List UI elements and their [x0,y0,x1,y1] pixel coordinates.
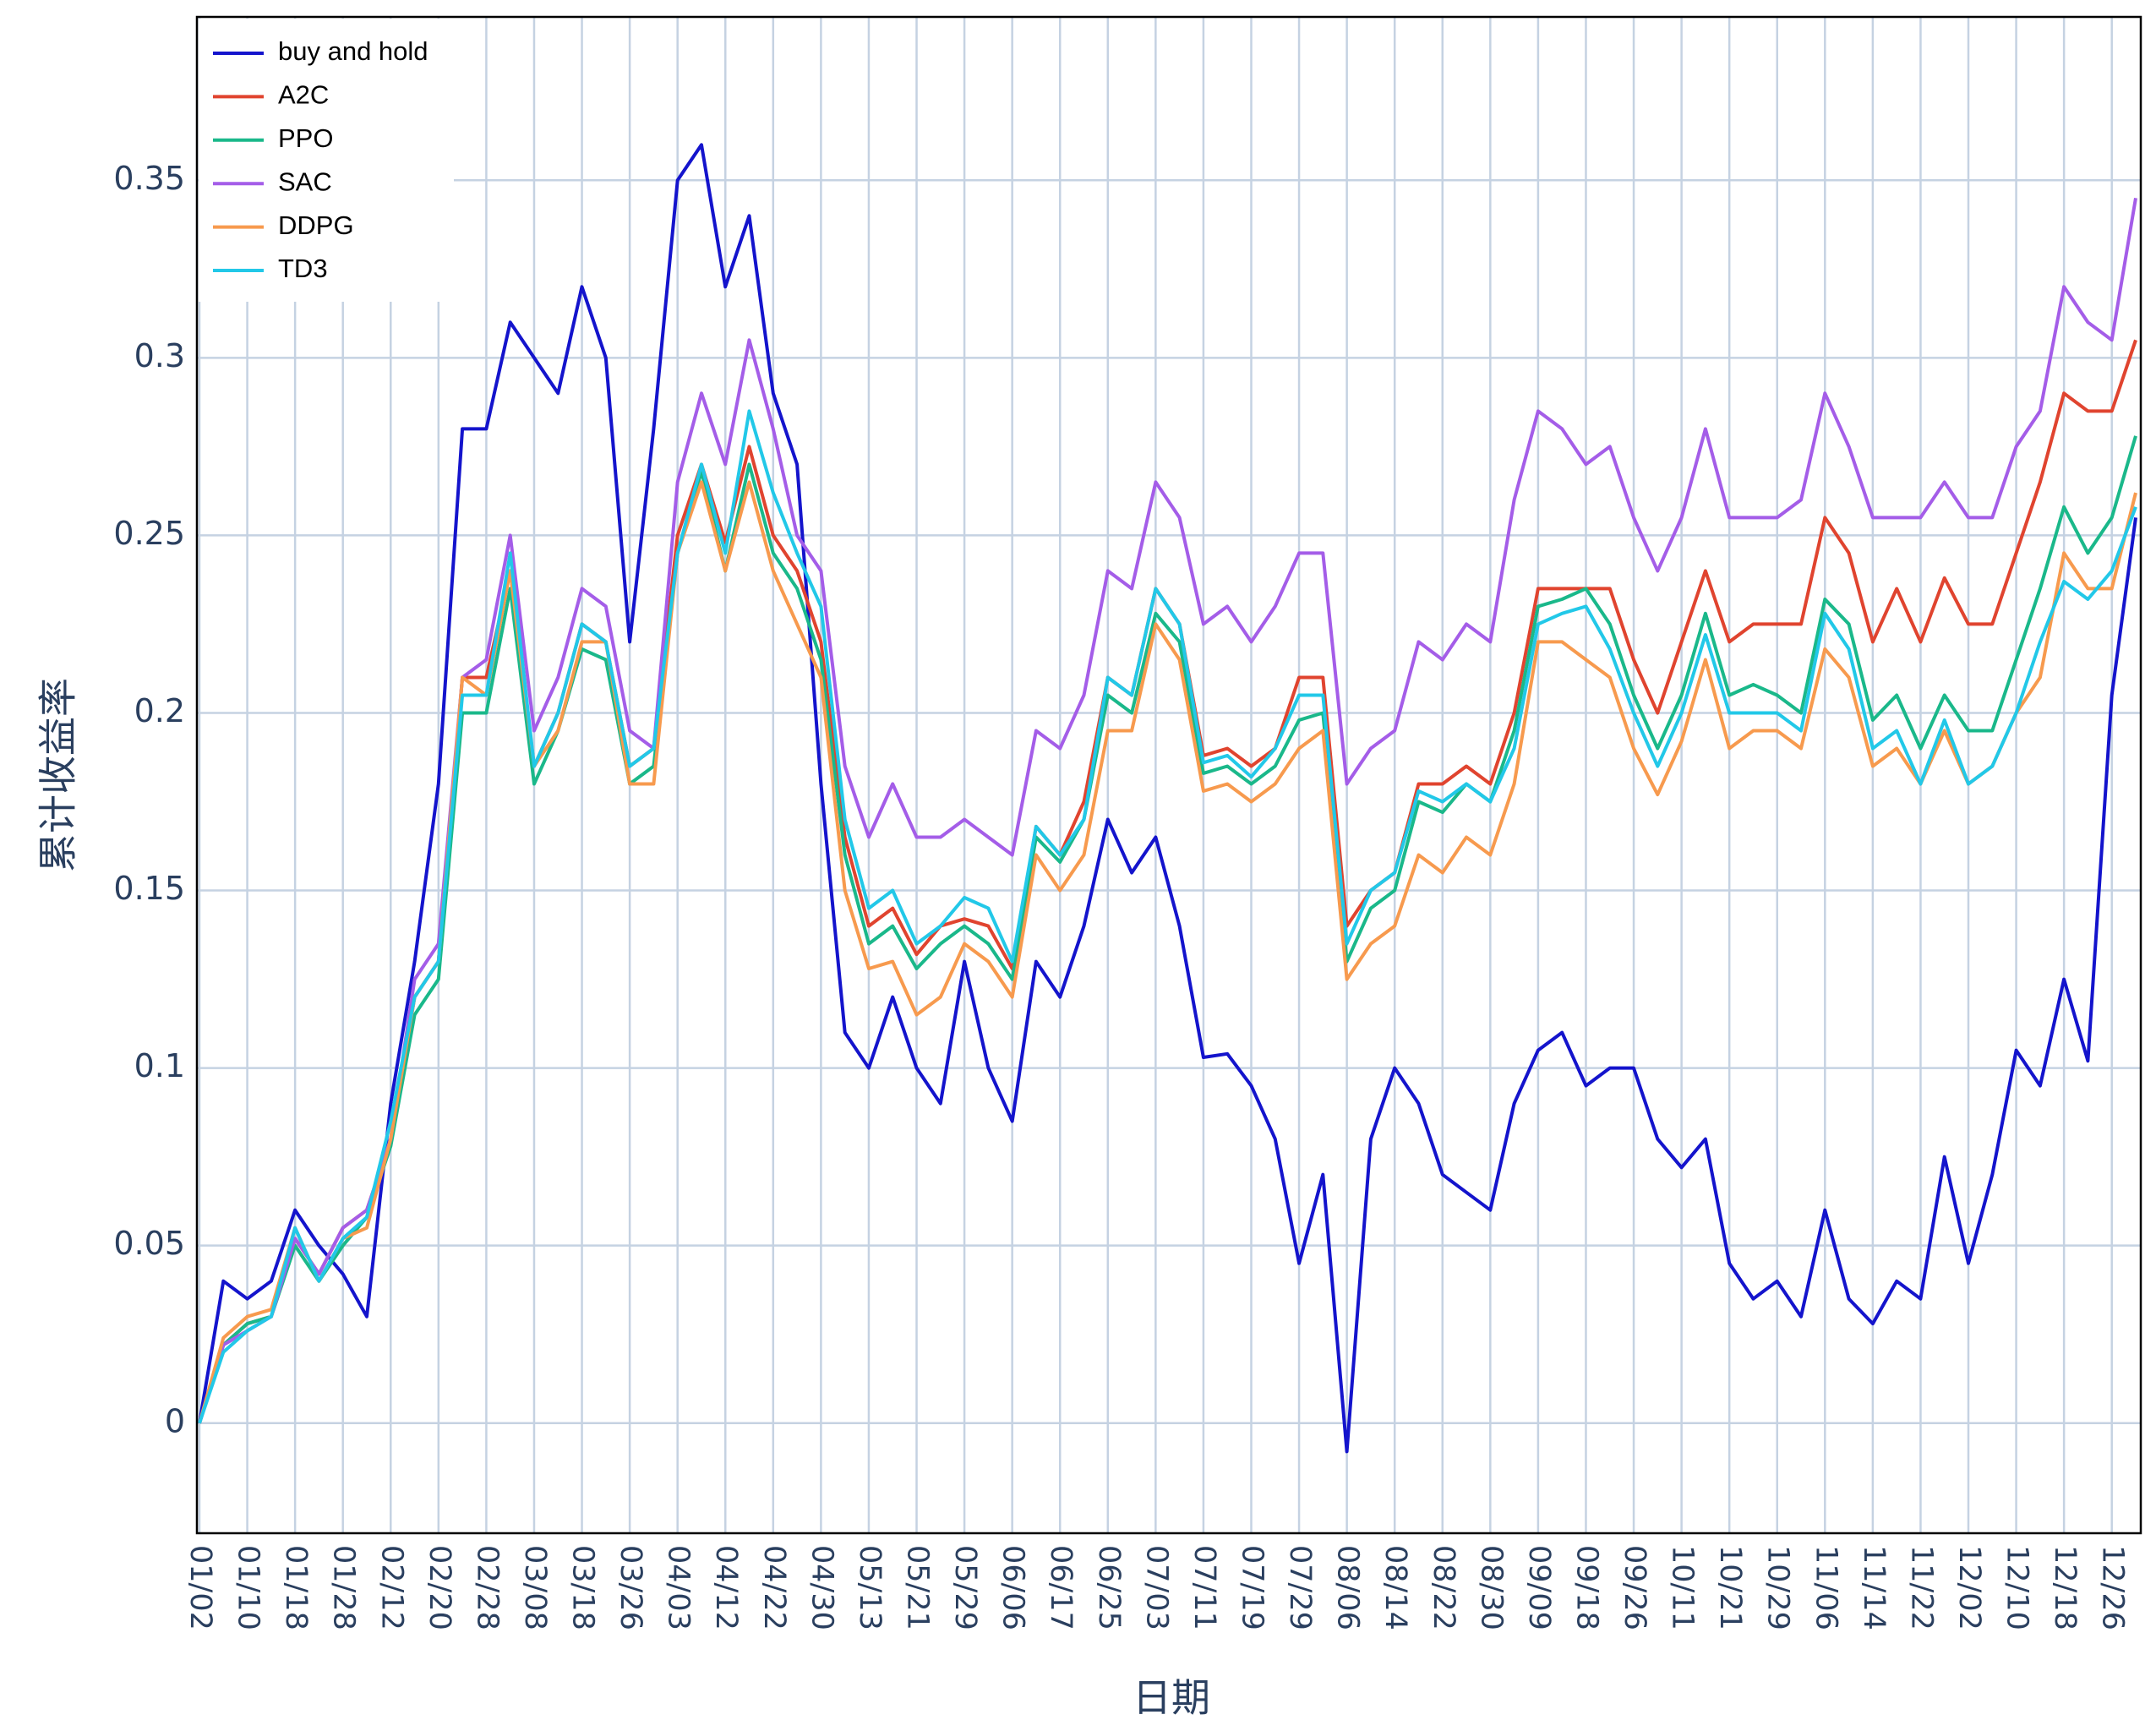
x-tick-label: 02/20 [423,1545,456,1630]
x-tick-label: 03/26 [614,1545,647,1630]
legend-label: A2C [278,80,329,110]
legend-label: SAC [278,167,332,196]
x-tick-label: 05/29 [948,1545,982,1630]
plot-frame [195,15,2142,1535]
x-tick-label: 01/02 [183,1545,217,1630]
x-tick-label: 11/22 [1904,1545,1938,1630]
x-tick-label: 11/06 [1809,1545,1842,1630]
y-tick-label: 0.25 [113,515,185,552]
x-tick-label: 12/02 [1952,1545,1986,1630]
x-tick-label: 12/26 [2096,1545,2130,1630]
x-tick-label: 04/03 [662,1545,696,1630]
x-tick-label: 07/29 [1283,1545,1317,1630]
x-tick-label: 04/30 [805,1545,838,1630]
x-tick-label: 03/18 [566,1545,600,1630]
x-tick-label: 04/22 [757,1545,791,1630]
y-tick-label: 0.15 [113,870,185,907]
x-tick-label: 12/10 [2000,1545,2034,1630]
series-line [198,409,2137,1424]
x-tick-label: 07/11 [1187,1545,1221,1630]
x-tick-label: 04/12 [709,1545,743,1630]
series-line [198,435,2137,1424]
x-tick-label: 08/14 [1378,1545,1412,1630]
x-tick-label: 09/26 [1618,1545,1651,1630]
series-line [198,197,2137,1424]
x-tick-label: 06/17 [1044,1545,1078,1630]
x-tick-label: 10/11 [1666,1545,1700,1630]
legend-label: DDPG [278,210,354,240]
x-axis-title: 日期 [1133,1675,1210,1721]
legend-label: PPO [278,123,333,153]
plot-area [197,17,2141,1533]
legend-label: buy and hold [278,36,428,66]
x-tick-label: 05/21 [901,1545,935,1630]
x-tick-label: 03/08 [518,1545,552,1630]
legend: buy and hold A2C PPO SAC DDPG TD3 [199,19,454,302]
y-tick-label: 0.3 [134,337,185,374]
x-tick-label: 06/25 [1092,1545,1126,1630]
x-tick-label: 09/09 [1522,1545,1556,1630]
x-tick-label: 10/21 [1713,1545,1747,1630]
x-tick-label: 08/22 [1427,1545,1460,1630]
x-tick-label: 11/14 [1857,1545,1891,1630]
y-tick-label: 0.35 [113,160,185,197]
legend-label: TD3 [278,254,328,283]
x-tick-label: 06/06 [996,1545,1030,1630]
y-tick-label: 0.1 [134,1047,185,1084]
x-tick-label: 09/18 [1569,1545,1603,1630]
y-axis-title: 累计收益率 [35,678,81,872]
x-tick-label: 08/06 [1331,1545,1365,1630]
x-tick-label: 02/12 [374,1545,408,1630]
x-tick-label: 07/03 [1139,1545,1173,1630]
x-tick-label: 12/18 [2048,1545,2082,1630]
x-tick-label: 01/10 [232,1545,265,1630]
x-tick-label: 05/13 [853,1545,887,1630]
y-tick-label: 0.05 [113,1225,185,1262]
y-tick-label: 0.2 [134,692,185,729]
x-tick-label: 07/19 [1235,1545,1269,1630]
series-line [198,143,2137,1454]
x-tick-label: 01/18 [279,1545,313,1630]
y-tick-label: 0 [165,1402,185,1439]
legend-box [199,19,454,302]
x-tick-label: 01/28 [327,1545,361,1630]
x-tick-label: 10/29 [1761,1545,1795,1630]
x-tick-label: 02/28 [470,1545,504,1630]
x-tick-label: 08/30 [1474,1545,1508,1630]
